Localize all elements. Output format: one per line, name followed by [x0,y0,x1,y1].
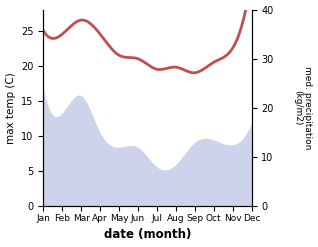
Y-axis label: med. precipitation
(kg/m2): med. precipitation (kg/m2) [293,66,313,150]
X-axis label: date (month): date (month) [104,228,191,242]
Y-axis label: max temp (C): max temp (C) [5,72,16,144]
